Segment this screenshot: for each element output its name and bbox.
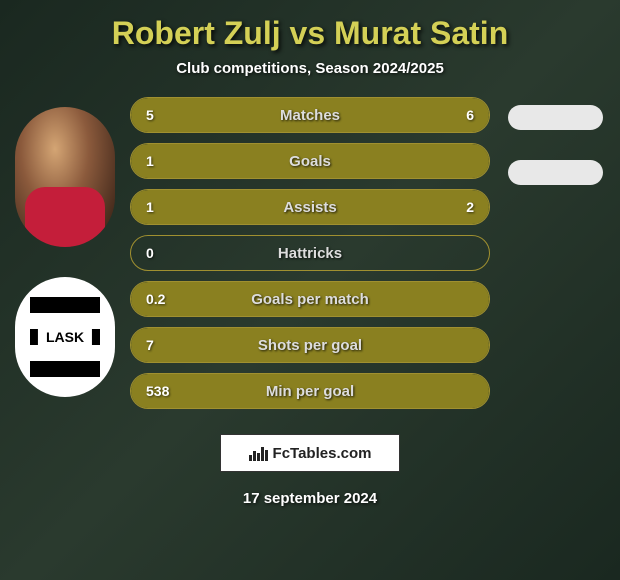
stat-value-left: 1 xyxy=(146,153,154,169)
main-content: LASK 5Matches61Goals1Assists20Hattricks0… xyxy=(10,97,610,409)
club-name: LASK xyxy=(38,327,92,347)
stat-label: Matches xyxy=(280,107,340,124)
page-title: Robert Zulj vs Murat Satin xyxy=(10,15,610,52)
stat-value-left: 0.2 xyxy=(146,291,165,307)
stat-value-left: 7 xyxy=(146,337,154,353)
stat-label: Goals xyxy=(289,153,331,170)
stat-row: 5 Matches 6 xyxy=(130,97,490,133)
stat-row: 1 Assists 2 xyxy=(130,189,490,225)
footer-brand-logo: FcTables.com xyxy=(220,434,400,472)
stat-row: 1 Goals xyxy=(130,143,490,179)
player1-club-logo: LASK xyxy=(15,277,115,397)
player1-photo xyxy=(15,107,115,247)
date-text: 17 september 2024 xyxy=(10,490,610,507)
stat-value-left: 5 xyxy=(146,107,154,123)
stat-row: 538 Min per goal xyxy=(130,373,490,409)
stat-row: 0 Hattricks xyxy=(130,235,490,271)
stat-label: Goals per match xyxy=(251,291,369,308)
stats-column: 5 Matches 6 1 Goals 1 Assists 2 0 Hattricks 0.2 Goa… xyxy=(130,97,490,409)
subtitle: Club competitions, Season 2024/2025 xyxy=(10,60,610,77)
comparison-card: Robert Zulj vs Murat Satin Club competit… xyxy=(0,0,620,580)
stat-value-right: 6 xyxy=(466,107,474,123)
player1-column: LASK xyxy=(10,97,120,409)
stat-fill-left xyxy=(131,98,292,132)
stat-value-left: 538 xyxy=(146,383,169,399)
stat-label: Hattricks xyxy=(278,245,342,262)
chart-icon xyxy=(249,445,268,461)
stat-value-right: 2 xyxy=(466,199,474,215)
stat-label: Shots per goal xyxy=(258,337,362,354)
player2-photo-placeholder xyxy=(508,105,603,130)
stat-value-left: 1 xyxy=(146,199,154,215)
stat-label: Min per goal xyxy=(266,383,354,400)
player2-club-placeholder xyxy=(508,160,603,185)
stat-row: 7 Shots per goal xyxy=(130,327,490,363)
player2-column xyxy=(500,97,610,409)
stat-value-left: 0 xyxy=(146,245,154,261)
stat-row: 0.2 Goals per match xyxy=(130,281,490,317)
stat-label: Assists xyxy=(283,199,336,216)
footer-brand-text: FcTables.com xyxy=(273,445,372,462)
